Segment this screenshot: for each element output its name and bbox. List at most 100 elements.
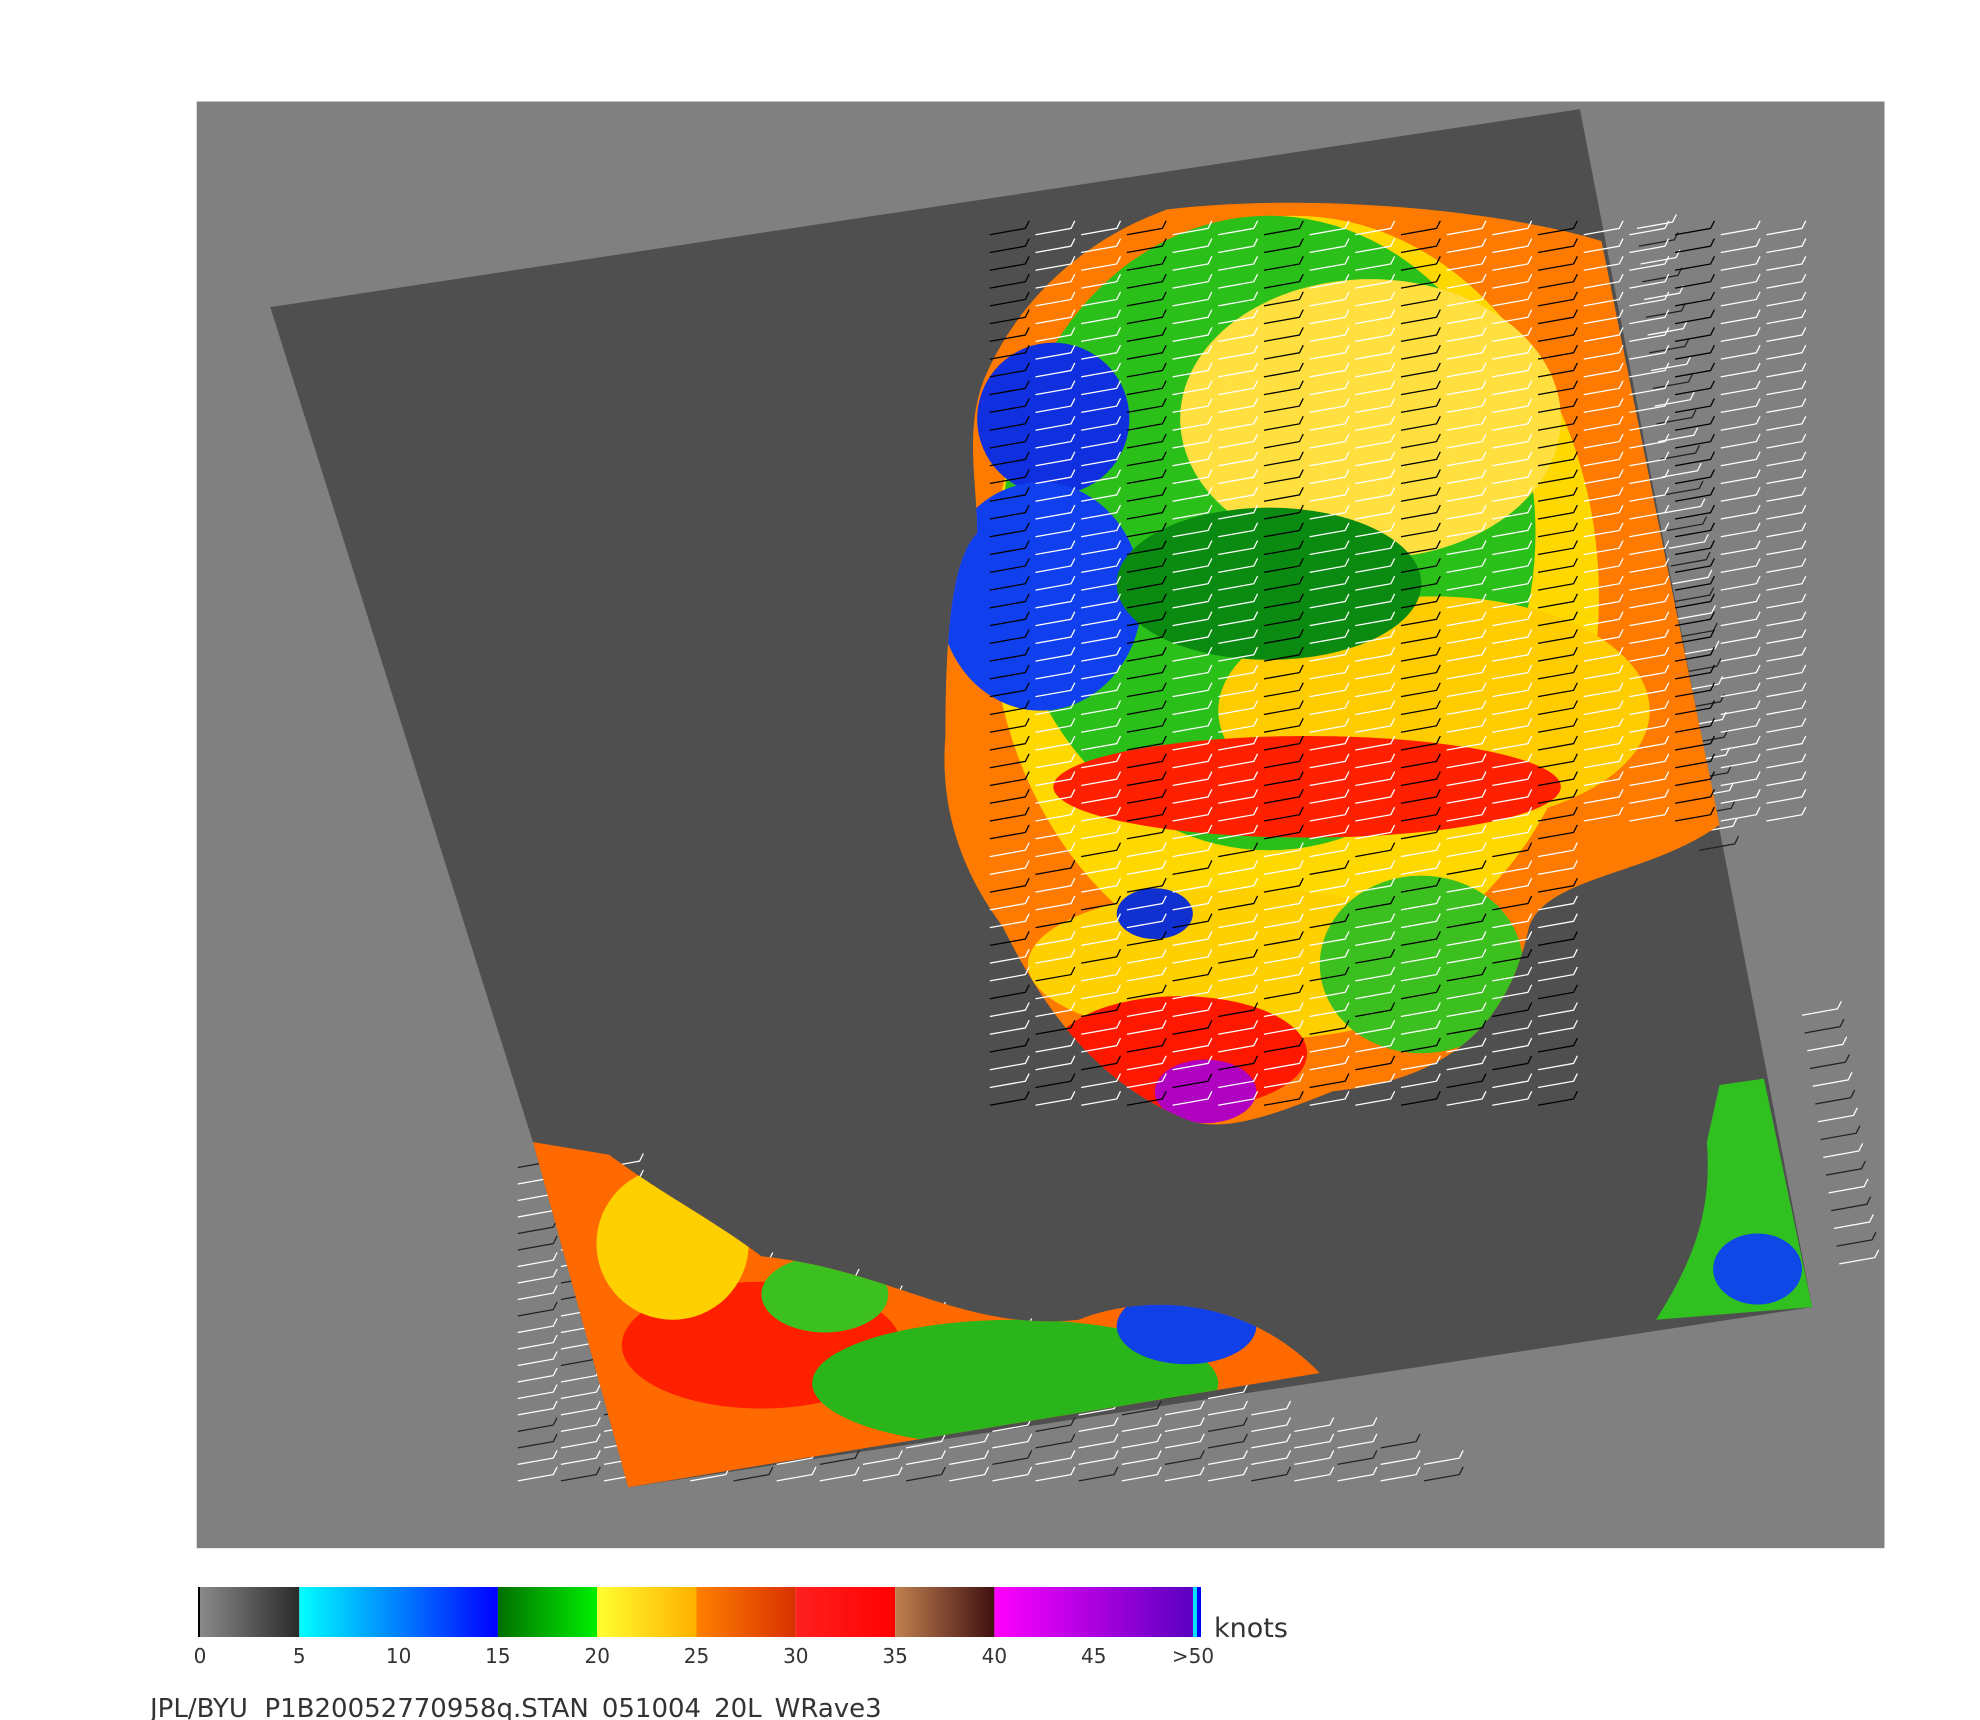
wind-barb: [1263, 984, 1304, 1000]
wind-barb: [1537, 895, 1578, 911]
wind-barb: [1665, 498, 1706, 514]
wind-barb: [1537, 593, 1578, 609]
wind-barb: [1126, 558, 1167, 573]
wind-barb: [1126, 398, 1167, 414]
wind-barb: [1656, 409, 1697, 425]
wind-barb: [1583, 487, 1624, 502]
wind-barb: [1294, 1417, 1335, 1433]
wind-barb: [1583, 629, 1624, 645]
wind-barb: [560, 1400, 601, 1416]
wind-barb: [1126, 895, 1167, 911]
wind-barb: [1081, 629, 1122, 645]
wind-barb: [1720, 273, 1761, 289]
wind-barb: [1126, 469, 1167, 485]
wind-barb: [1537, 504, 1578, 520]
wind-barb: [1674, 682, 1715, 698]
wind-barb: [1309, 682, 1350, 698]
colorbar-tick-label: 20: [584, 1644, 609, 1668]
wind-barb: [949, 1466, 990, 1482]
colorbar-tick-label: 5: [293, 1644, 306, 1668]
wind-barb: [819, 1466, 860, 1482]
wind-barb: [1355, 575, 1396, 591]
wind-barb: [1309, 629, 1350, 645]
wind-barb: [1537, 753, 1578, 769]
wind-barb: [1309, 664, 1350, 680]
wind-barb: [1263, 1091, 1304, 1106]
wind-barb: [1674, 451, 1715, 467]
wind-barb: [1172, 664, 1213, 680]
wind-barb: [1218, 593, 1259, 609]
wind-barb: [1537, 362, 1578, 378]
wind-barb: [1537, 327, 1578, 342]
wind-barb: [1667, 516, 1708, 532]
wind-barb: [1766, 789, 1807, 804]
wind-barb: [1218, 273, 1259, 289]
wind-barb: [1720, 344, 1761, 360]
wind-barb: [1820, 1125, 1861, 1141]
wind-barb: [1720, 717, 1761, 733]
wind-barb: [1081, 682, 1122, 698]
wind-barb: [1446, 1055, 1487, 1071]
wind-barb: [1207, 1433, 1248, 1449]
wind-barb: [1674, 256, 1715, 271]
wind-barb: [1492, 238, 1533, 254]
wind-barb: [1446, 522, 1487, 538]
wind-barb: [1263, 220, 1304, 236]
wind-barb: [1218, 824, 1259, 840]
wind-barb: [1035, 611, 1076, 627]
wind-barb: [1720, 771, 1761, 787]
wind-barb: [1400, 913, 1441, 929]
wind-barb: [1492, 504, 1533, 520]
wind-barb: [1081, 735, 1122, 751]
wind-barb: [1172, 220, 1213, 236]
wind-barb: [1825, 1160, 1866, 1176]
wind-barb: [1446, 256, 1487, 271]
wind-barb: [1355, 664, 1396, 680]
wind-barb: [1380, 1433, 1421, 1449]
wind-barb: [1400, 309, 1441, 325]
wind-barb: [1081, 717, 1122, 733]
wind-barb: [1218, 1037, 1259, 1053]
wind-barb: [989, 522, 1030, 538]
wind-barb: [1674, 806, 1715, 822]
wind-barb: [1081, 948, 1122, 964]
wind-barb: [1766, 487, 1807, 502]
colorbar-segment: [200, 1587, 300, 1637]
wind-barb: [1309, 931, 1350, 947]
wind-barb: [1121, 1417, 1162, 1433]
wind-barb: [1081, 806, 1122, 822]
wind-barb: [1172, 1037, 1213, 1053]
wind-barb: [1294, 1450, 1335, 1466]
wind-barb: [1674, 593, 1715, 609]
wind-barb: [1172, 984, 1213, 1000]
wind-barb: [1537, 860, 1578, 875]
wind-barb: [1126, 256, 1167, 271]
wind-barb: [1492, 220, 1533, 236]
wind-barb: [1492, 273, 1533, 289]
wind-barb: [1583, 469, 1624, 485]
wind-barb: [1446, 362, 1487, 378]
wind-barb: [1446, 824, 1487, 840]
wind-barb: [1309, 789, 1350, 804]
wind-barb: [1681, 658, 1722, 674]
wind-barb: [1537, 220, 1578, 236]
wind-barb: [1081, 789, 1122, 804]
wind-barb: [1218, 646, 1259, 662]
wind-barb: [1766, 451, 1807, 467]
wind-barb: [1400, 984, 1441, 1000]
wind-barb: [1218, 469, 1259, 485]
wind-barb: [1218, 735, 1259, 751]
wind-barb: [1446, 842, 1487, 858]
wind-barb: [1629, 806, 1670, 822]
wind-barb: [1583, 380, 1624, 396]
wind-barb: [1492, 451, 1533, 467]
wind-barb: [949, 1433, 990, 1449]
wind-barb: [1081, 504, 1122, 520]
wind-barb: [1766, 309, 1807, 325]
wind-barb: [1355, 256, 1396, 271]
wind-barb: [1172, 1002, 1213, 1018]
wind-barb: [989, 664, 1030, 680]
wind-barb: [1446, 469, 1487, 485]
wind-barb: [1218, 256, 1259, 271]
